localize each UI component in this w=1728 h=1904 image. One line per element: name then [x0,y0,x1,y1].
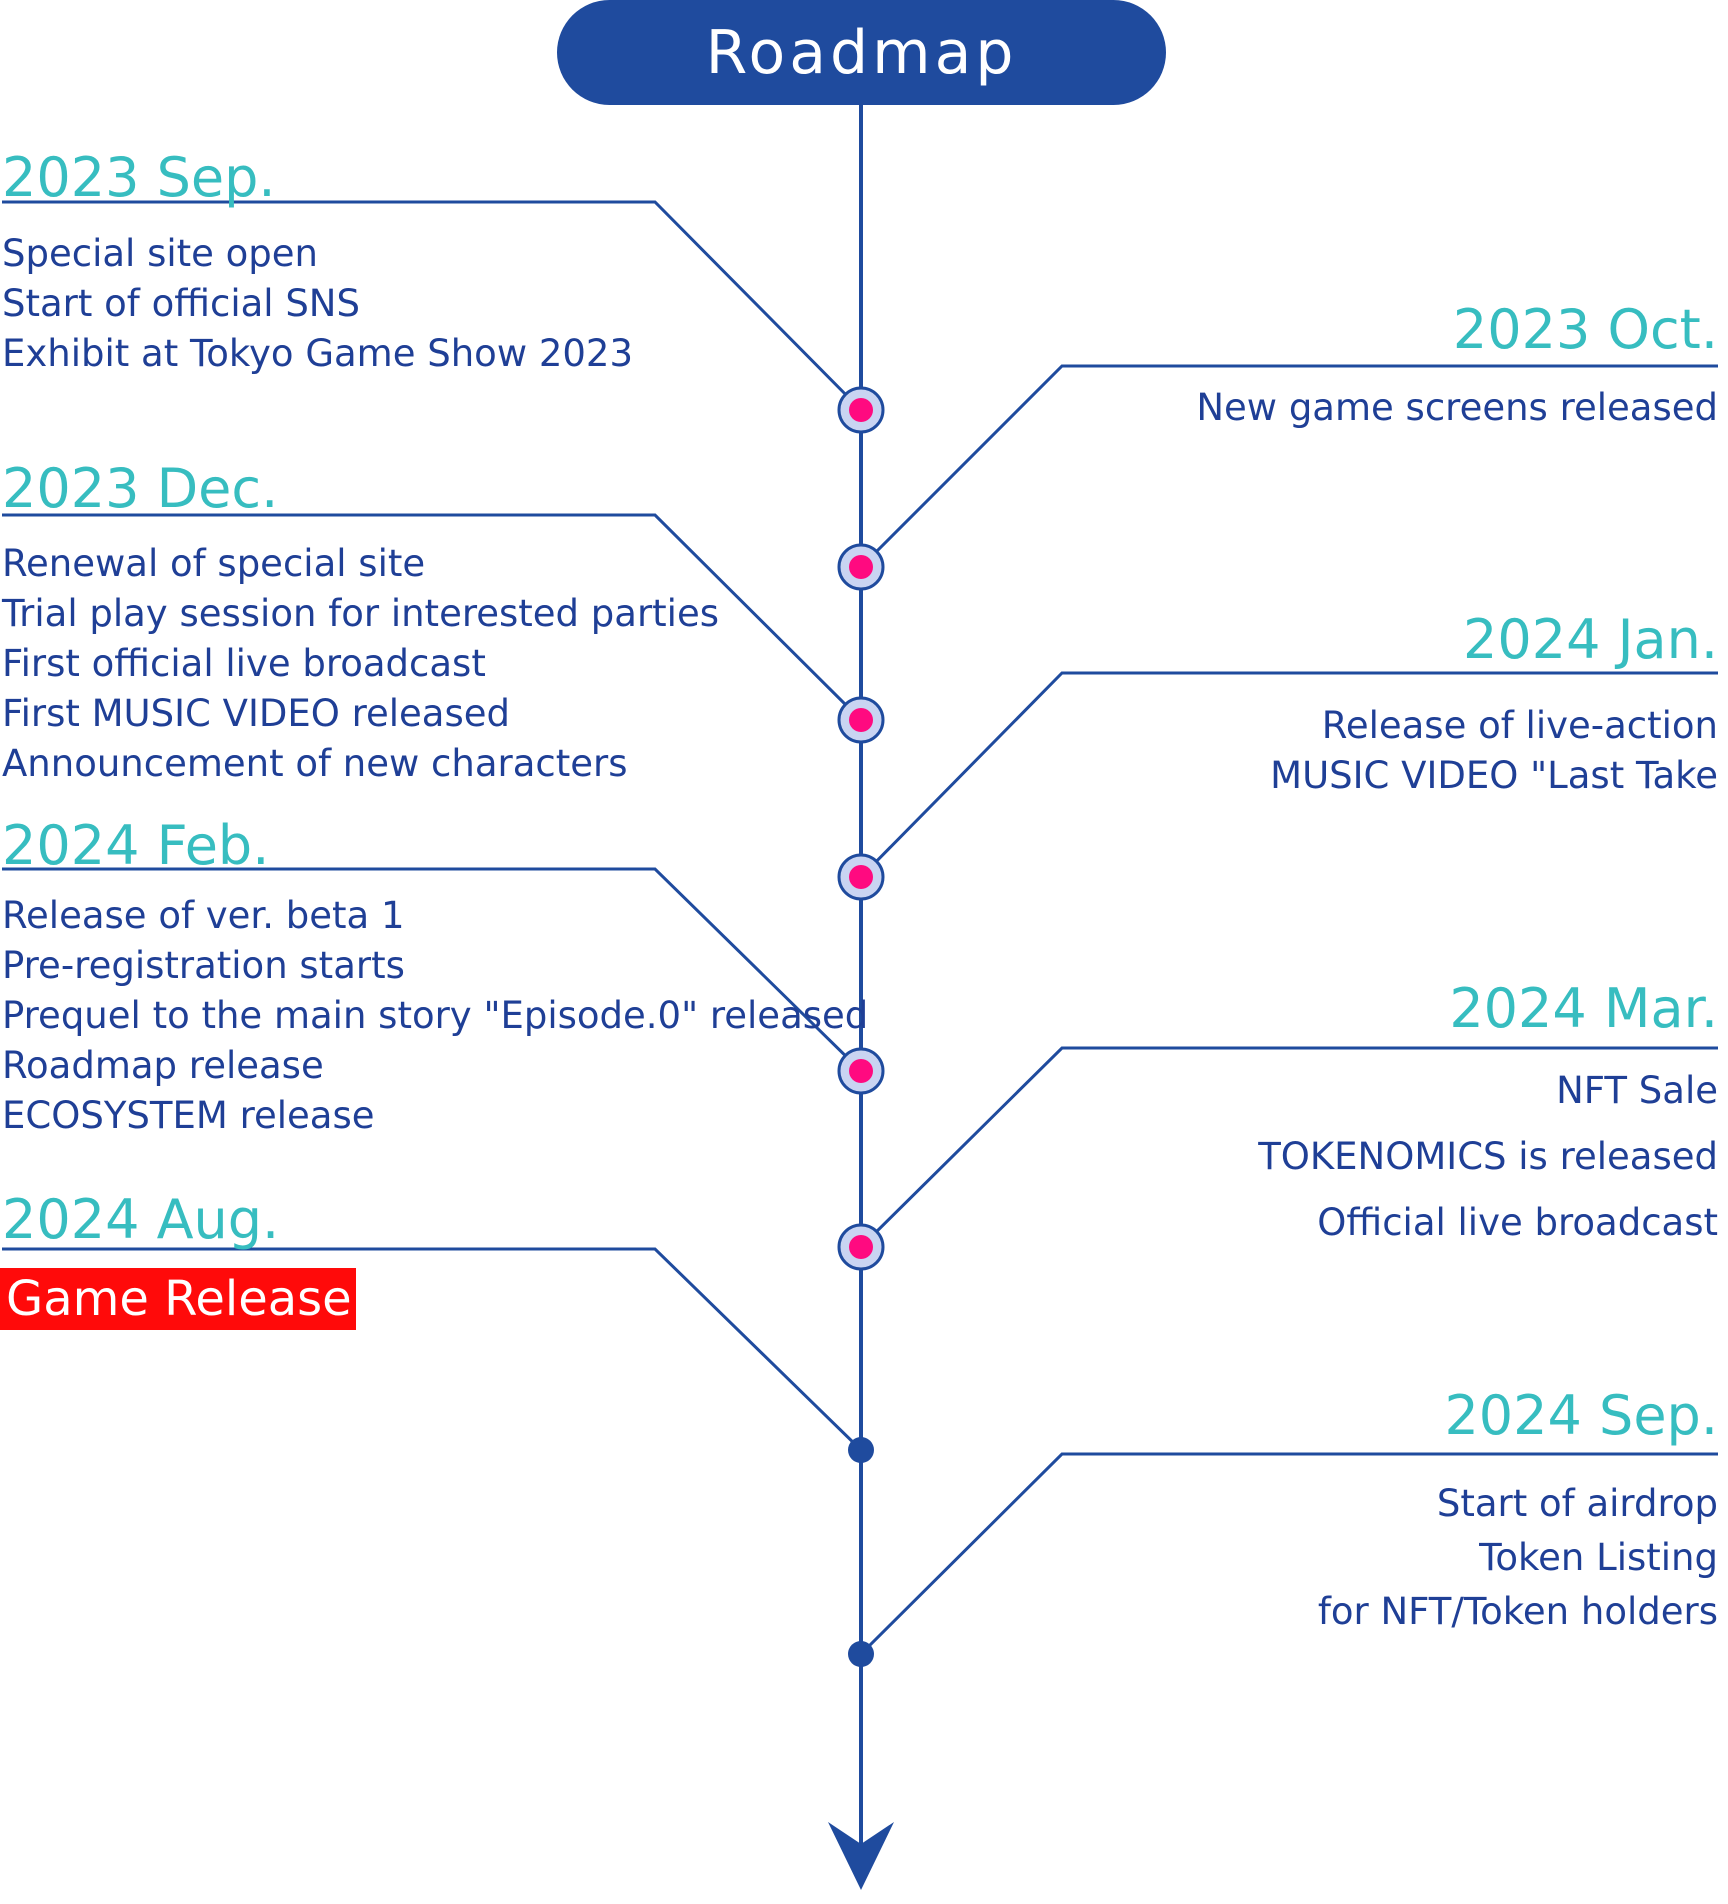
milestone-item: Start of airdrop [1436,1482,1718,1525]
connector-line [2,200,863,412]
connector-line [2,1247,863,1452]
milestone-marker-dot [849,555,873,579]
down-arrow-icon [828,1822,894,1890]
milestone-item: Release of ver. beta 1 [2,894,405,937]
connector-line [2,513,863,722]
milestone-marker-dot [849,1059,873,1083]
milestone-marker-dot [849,1235,873,1259]
milestone-date: 2024 Mar. [1449,977,1718,1040]
connector-lines [2,200,1718,1656]
roadmap-title: Roadmap [557,0,1166,105]
milestone-item: Renewal of special site [2,542,426,585]
milestone-items: Special site open Start of official SNS … [2,229,633,379]
milestone-items: NFT Sale TOKENOMICS is released Official… [1258,1058,1718,1256]
milestone-item: Exhibit at Tokyo Game Show 2023 [2,332,634,375]
game-release-badge: Game Release [0,1268,356,1330]
connector-line [859,364,1718,569]
milestone-date: 2023 Oct. [1452,298,1718,361]
milestone-item: MUSIC VIDEO "Last Take [1270,754,1718,797]
milestone-date: 2024 Feb. [2,814,270,877]
milestone-date: 2024 Sep. [1444,1384,1718,1447]
connector-line [859,1046,1718,1249]
milestone-item: for NFT/Token holders [1317,1590,1718,1633]
milestone-markers [837,386,885,1667]
milestone-marker-small [848,1641,874,1667]
milestone-item: Pre-registration starts [2,944,405,987]
milestone-date: 2024 Jan. [1463,608,1718,671]
milestone-date: 2023 Sep. [2,146,276,209]
milestone-item: New game screens released [1196,386,1718,429]
milestone-item: Roadmap release [2,1044,324,1087]
milestone-item: First MUSIC VIDEO released [2,692,511,735]
milestone-item: Trial play session for interested partie… [2,592,719,635]
milestone-marker-dot [849,865,873,889]
milestone-item: TOKENOMICS is released [1258,1135,1718,1178]
connector-line [2,867,863,1073]
milestone-marker-dot [849,398,873,422]
milestone-item: Start of official SNS [2,282,360,325]
milestone-items: Renewal of special site Trial play sessi… [2,539,719,789]
milestone-item: Official live broadcast [1317,1201,1718,1244]
milestone-item: Prequel to the main story "Episode.0" re… [2,994,869,1037]
milestone-items: New game screens released [1196,383,1718,433]
milestone-date: 2023 Dec. [2,457,279,520]
milestone-item: NFT Sale [1556,1069,1718,1112]
milestone-date: 2024 Aug. [2,1188,280,1251]
milestone-item: Token Listing [1479,1536,1718,1579]
milestone-items: Release of ver. beta 1 Pre-registration … [2,891,868,1141]
milestone-items: Release of live-action MUSIC VIDEO "Last… [1270,701,1718,801]
milestone-marker-small [848,1437,874,1463]
milestone-item: Release of live-action [1321,704,1718,747]
milestone-marker-dot [849,708,873,732]
connector-line [859,671,1718,879]
connector-line [859,1452,1718,1656]
milestone-item: First official live broadcast [2,642,486,685]
milestone-items: Start of airdrop Token Listing for NFT/T… [1318,1477,1718,1639]
milestone-item: Announcement of new characters [2,742,628,785]
milestone-item: ECOSYSTEM release [2,1094,375,1137]
milestone-item: Special site open [2,232,318,275]
